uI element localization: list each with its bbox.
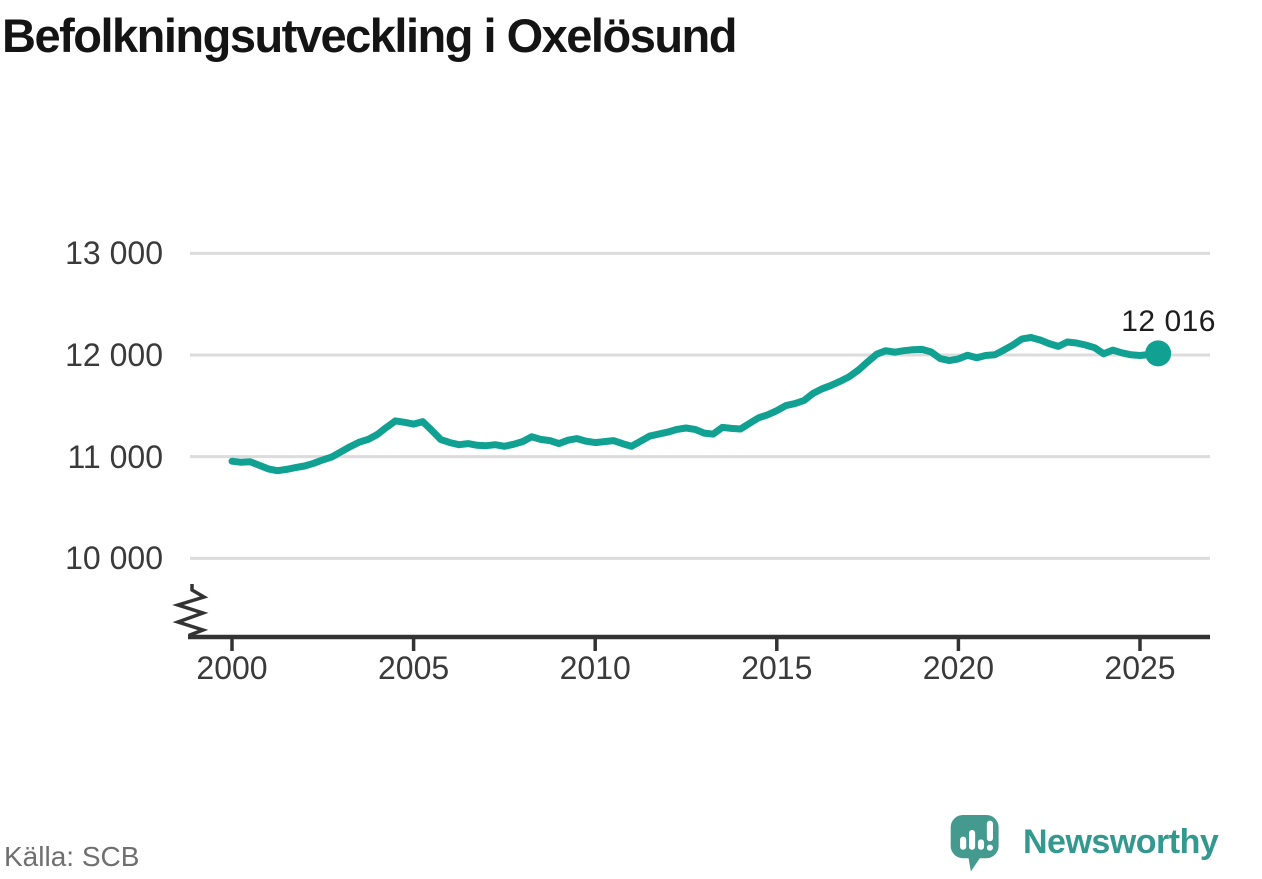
source-note: Källa: SCB (4, 841, 140, 872)
newsworthy-brand (948, 815, 1260, 877)
population-line (228, 334, 1162, 475)
x-axis-tick-label: 2015 (741, 650, 813, 686)
x-axis-tick-label: 2000 (196, 650, 268, 686)
y-axis-tick-label: 13 000 (65, 235, 163, 272)
gridlines (190, 251, 1210, 560)
x-axis (188, 634, 1210, 651)
axis-break-icon (172, 584, 209, 639)
y-axis-tick-label: 10 000 (65, 540, 163, 577)
x-axis-tick-label: 2010 (559, 650, 631, 686)
x-axis-tick-label: 2005 (378, 650, 450, 686)
end-value-label: 12 016 (1121, 305, 1216, 338)
end-point-dot (1145, 340, 1172, 367)
newsworthy-wordmark: Newsworthy (1023, 823, 1219, 861)
newsworthy-logo-icon (950, 815, 999, 872)
y-axis-tick-label: 12 000 (65, 337, 163, 373)
x-axis-tick-label: 2020 (922, 650, 994, 686)
page-title: Befolkningsutveckling i Oxelösund (2, 9, 737, 62)
y-axis-tick-label: 11 000 (67, 438, 164, 475)
x-axis-tick-label: 2025 (1104, 650, 1176, 686)
